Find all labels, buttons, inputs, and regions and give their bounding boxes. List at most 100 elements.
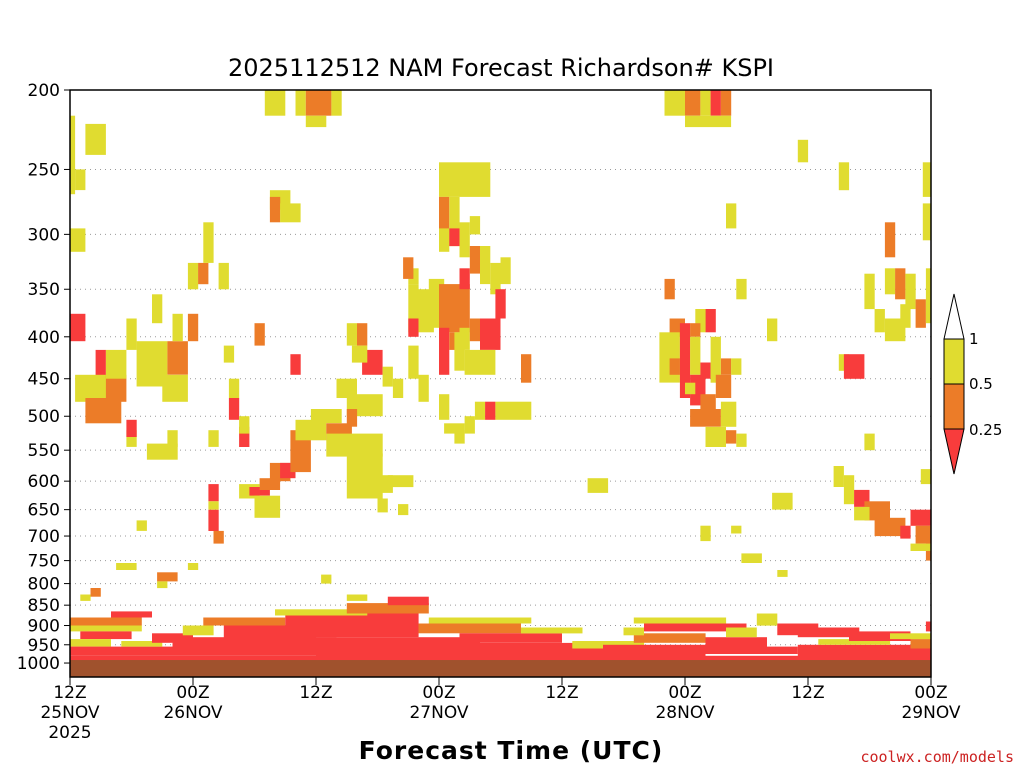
ri-cell-mid	[915, 299, 926, 328]
ri-cell-high	[495, 401, 521, 420]
ri-cell-high	[854, 506, 870, 521]
ri-cell-mid	[305, 90, 332, 116]
ri-cell-high	[922, 203, 931, 241]
ri-cell-low	[843, 354, 865, 379]
ri-cell-low	[408, 318, 419, 337]
ri-cell-high	[75, 169, 86, 191]
ri-cell-high	[756, 613, 778, 626]
ri-cell-high	[925, 268, 931, 324]
ri-cell-high	[408, 268, 419, 285]
x-tick-label: 25NOV	[40, 703, 99, 723]
ri-cell-low	[485, 401, 496, 420]
ri-cell-high	[336, 378, 357, 398]
legend-swatch-high	[943, 338, 965, 385]
ri-cell-low	[208, 509, 219, 531]
ri-cell-high	[726, 203, 737, 229]
ri-cell-low	[439, 642, 603, 660]
y-tick-label-900: 900	[28, 617, 60, 637]
ri-cell-high	[480, 246, 491, 285]
x-tick-label: 12Z	[545, 683, 578, 703]
ri-cell-high	[700, 525, 711, 542]
legend-label: 1	[969, 330, 979, 348]
ri-cell-high	[126, 430, 137, 447]
ri-cell-low	[208, 484, 219, 502]
plot-area	[69, 89, 932, 678]
ri-cell-high	[136, 520, 147, 531]
ri-cell-high	[664, 90, 685, 116]
ri-cell-low	[70, 655, 931, 663]
y-tick-label-450: 450	[28, 370, 60, 390]
x-tick-label: 12Z	[299, 683, 332, 703]
ri-cell-high	[239, 416, 250, 434]
ri-cell-high	[874, 309, 885, 333]
y-axis: 200 250 300 350 400 450 500 550 600 650 700 750 8008…	[17, 81, 70, 674]
ri-cell-low	[797, 627, 860, 638]
ri-cell-mid	[403, 257, 414, 279]
ri-cell-mid	[259, 478, 281, 490]
ri-cell-mid	[915, 525, 931, 544]
ri-cell-high	[264, 90, 286, 116]
ri-cell-high	[695, 309, 706, 333]
ri-cell-high	[726, 627, 757, 638]
ri-cell-high	[310, 409, 342, 424]
y-tick-label-500: 500	[28, 407, 60, 427]
plot-frame	[69, 89, 932, 678]
ri-cell-high	[182, 625, 214, 636]
ri-cell-low	[285, 613, 419, 638]
ri-cell-low	[228, 398, 240, 420]
ri-cell-low	[459, 633, 562, 643]
ri-cell-low	[239, 426, 250, 447]
y-tick-label-750: 750	[28, 552, 60, 572]
ri-cell-high	[685, 382, 696, 395]
ri-cell-high	[85, 123, 106, 155]
x-tick-label: 2025	[48, 723, 91, 743]
ri-cell-high	[208, 501, 219, 510]
ri-cell-mid	[469, 318, 481, 342]
ri-cell-high	[736, 433, 747, 447]
ri-cell-high	[203, 222, 214, 263]
plot-background	[70, 90, 931, 677]
ri-cell-high	[70, 228, 86, 252]
ri-cell-high	[454, 332, 465, 371]
ri-cell-high	[890, 633, 931, 640]
ri-cell-high	[864, 273, 875, 310]
x-tick-label: 26NOV	[163, 703, 222, 723]
ri-cell-high	[797, 139, 809, 163]
ri-cell-low	[910, 509, 931, 526]
ri-cell-high	[387, 475, 414, 488]
ri-cell-high	[659, 332, 680, 383]
ri-cell-mid	[874, 517, 906, 537]
ri-cell-high	[490, 262, 501, 295]
ri-cell-high	[428, 617, 532, 624]
ri-cell-mid	[70, 617, 142, 626]
y-tick-label-250: 250	[28, 160, 60, 180]
ri-cell-high	[280, 203, 301, 223]
ri-cell-high	[864, 433, 875, 451]
ri-cell-mid	[726, 430, 737, 444]
ri-cell-high	[700, 90, 711, 116]
x-tick-label: 28NOV	[655, 703, 714, 723]
ri-cell-mid	[167, 341, 188, 375]
ri-cell-high	[218, 262, 229, 290]
credit-text: coolwx.com/models	[860, 748, 1014, 766]
ri-cell-low	[700, 362, 711, 379]
ri-cell-mid	[895, 268, 906, 300]
ri-cell-high	[439, 394, 450, 420]
ri-cell-mid	[203, 617, 286, 626]
ri-cell-mid	[720, 358, 732, 375]
ri-cell-high	[838, 162, 850, 191]
ri-cell-high	[146, 443, 178, 460]
ri-cell-high	[70, 625, 142, 632]
ri-cell-mid	[685, 90, 701, 116]
ri-cell-high	[75, 374, 111, 402]
x-tick-label: 12Z	[53, 683, 86, 703]
ri-cell-high	[454, 430, 465, 444]
legend-swatch-mid	[943, 383, 965, 430]
ri-cell-high	[884, 268, 896, 295]
chart-title: 2025112512 NAM Forecast Richardson# KSPI	[228, 54, 774, 82]
y-tick-label-400: 400	[28, 328, 60, 348]
x-tick-label: 00Z	[668, 683, 701, 703]
ri-cell-high	[295, 419, 327, 441]
ri-cell-low	[387, 596, 429, 606]
